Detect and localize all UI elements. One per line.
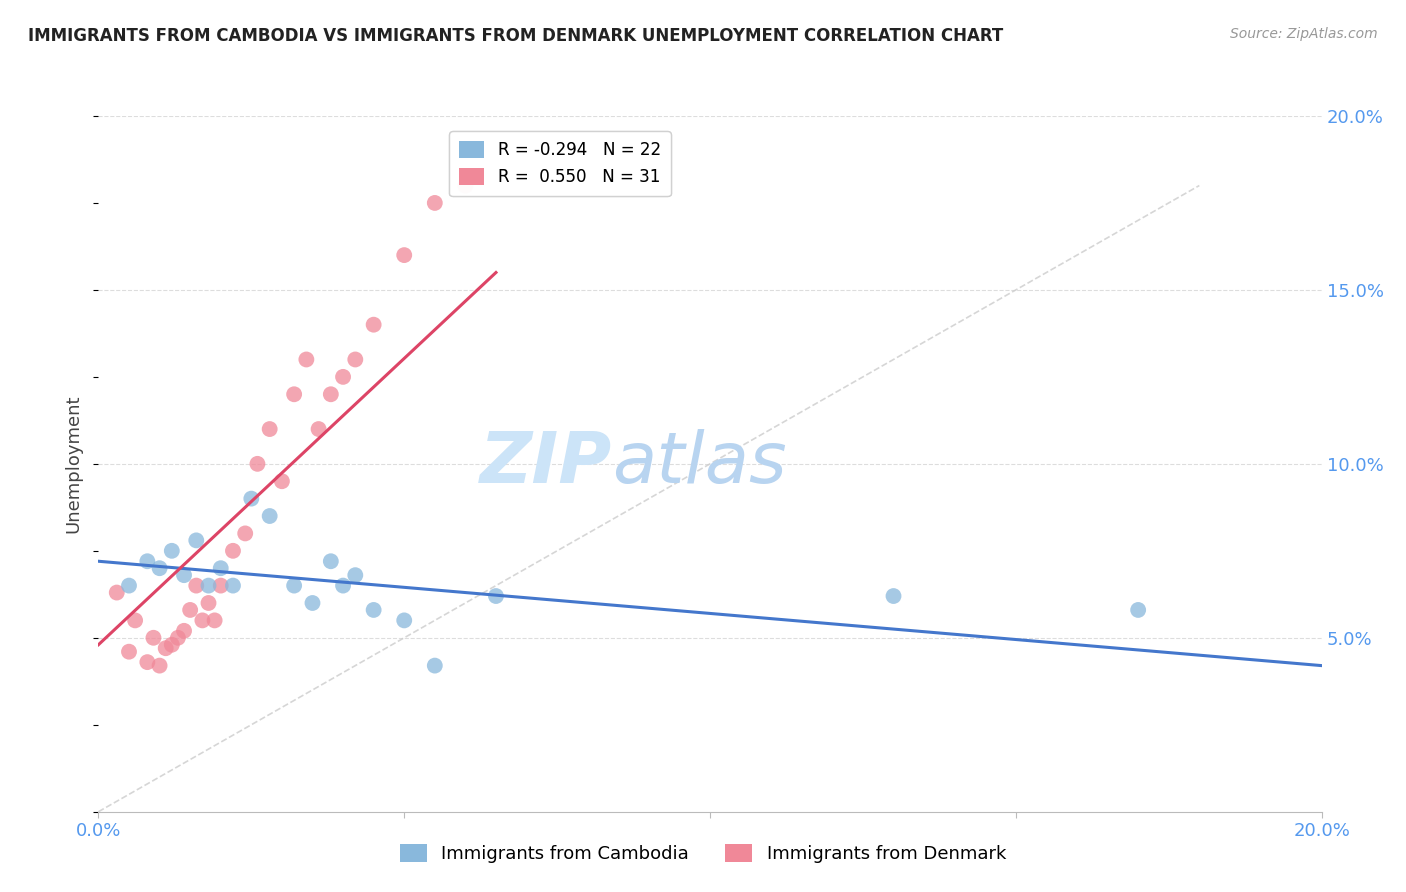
Point — [246, 457, 269, 471]
Point — [423, 658, 446, 673]
Point — [1128, 603, 1150, 617]
Point — [191, 614, 214, 628]
Point — [186, 578, 208, 592]
Point — [301, 596, 323, 610]
Point — [167, 631, 190, 645]
Point — [209, 561, 232, 575]
Point — [332, 369, 354, 384]
Legend: Immigrants from Cambodia, Immigrants from Denmark: Immigrants from Cambodia, Immigrants fro… — [389, 833, 1017, 874]
Point — [155, 641, 177, 656]
Point — [222, 543, 245, 558]
Point — [105, 585, 128, 599]
Point — [160, 638, 183, 652]
Point — [319, 387, 342, 401]
Text: ZIP: ZIP — [479, 429, 612, 499]
Point — [332, 578, 354, 592]
Point — [363, 318, 385, 332]
Point — [149, 561, 172, 575]
Point — [149, 658, 172, 673]
Point — [160, 543, 183, 558]
Point — [209, 578, 232, 592]
Point — [136, 554, 159, 568]
Text: Source: ZipAtlas.com: Source: ZipAtlas.com — [1230, 27, 1378, 41]
Point — [363, 603, 385, 617]
Point — [197, 578, 219, 592]
Point — [308, 422, 330, 436]
Point — [259, 508, 281, 523]
Point — [204, 614, 226, 628]
Point — [319, 554, 342, 568]
Point — [454, 178, 477, 193]
Point — [233, 526, 256, 541]
Point — [270, 474, 292, 488]
Point — [259, 422, 281, 436]
Point — [136, 655, 159, 669]
Point — [197, 596, 219, 610]
Point — [883, 589, 905, 603]
Point — [283, 387, 305, 401]
Point — [173, 624, 195, 638]
Point — [222, 578, 245, 592]
Point — [186, 533, 208, 548]
Legend: R = -0.294   N = 22, R =  0.550   N = 31: R = -0.294 N = 22, R = 0.550 N = 31 — [450, 131, 671, 196]
Point — [283, 578, 305, 592]
Y-axis label: Unemployment: Unemployment — [65, 394, 83, 533]
Point — [392, 248, 416, 262]
Point — [240, 491, 263, 506]
Point — [423, 196, 446, 211]
Point — [344, 568, 367, 582]
Text: IMMIGRANTS FROM CAMBODIA VS IMMIGRANTS FROM DENMARK UNEMPLOYMENT CORRELATION CHA: IMMIGRANTS FROM CAMBODIA VS IMMIGRANTS F… — [28, 27, 1004, 45]
Text: atlas: atlas — [612, 429, 787, 499]
Point — [392, 614, 416, 628]
Point — [173, 568, 195, 582]
Point — [295, 352, 318, 367]
Point — [118, 578, 141, 592]
Point — [118, 645, 141, 659]
Point — [344, 352, 367, 367]
Point — [142, 631, 165, 645]
Point — [179, 603, 201, 617]
Point — [124, 614, 146, 628]
Point — [485, 589, 508, 603]
